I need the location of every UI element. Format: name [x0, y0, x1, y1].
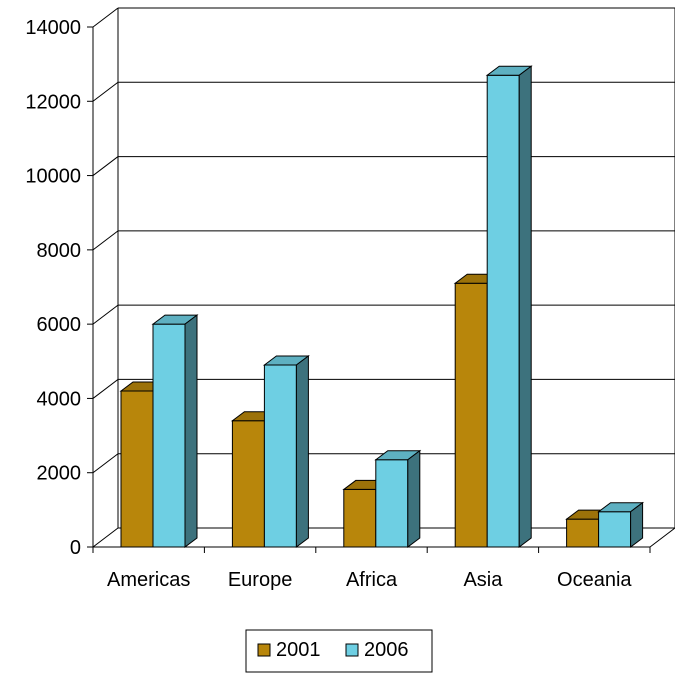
bar-2001-Africa [343, 488, 377, 548]
legend-swatch-2006 [345, 643, 359, 657]
side-wall [93, 8, 118, 547]
legend-label-2001: 2001 [276, 639, 321, 661]
bar-2006-Europe [263, 364, 297, 548]
legend-box [245, 629, 433, 673]
y-tick-label: 10000 [25, 166, 81, 188]
gridline-slant [92, 453, 119, 474]
bar-side-2006-Asia [518, 65, 532, 548]
gridline-slant [92, 304, 119, 325]
bar-2006-Asia [486, 74, 520, 548]
y-tick-label: 14000 [25, 17, 81, 39]
legend: 2001 2006 [245, 629, 433, 673]
y-tick-label: 8000 [37, 240, 82, 262]
gridline-slant [92, 81, 119, 102]
bar-side-2006-Africa [407, 449, 421, 548]
bar-2001-Americas [120, 390, 154, 548]
gridline-slant [92, 230, 119, 251]
y-tick-label: 0 [70, 537, 81, 559]
gridline-slant [92, 527, 119, 548]
gridlines [92, 7, 675, 548]
gridline-slant [92, 156, 119, 176]
y-tick-label: 2000 [37, 463, 82, 485]
bar-2006-Africa [375, 459, 409, 548]
legend-swatch-2001 [257, 643, 271, 657]
bars [119, 65, 645, 548]
bar-2001-Oceania [566, 518, 600, 548]
floor-right-edge [649, 527, 675, 548]
y-tick-label: 6000 [37, 314, 82, 336]
bar-2001-Europe [231, 420, 265, 548]
x-category-label: Oceania [557, 569, 632, 591]
y-tick-label: 12000 [25, 91, 81, 113]
gridline-slant [92, 379, 119, 399]
axis-labels: 0 2000 4000 6000 8000 10000 12000 14000 Americas… [25, 17, 632, 591]
x-category-label: Asia [463, 569, 503, 591]
bar-side-2006-Americas [184, 314, 198, 548]
legend-label-2006: 2006 [364, 639, 409, 661]
bar-2001-Asia [454, 282, 488, 548]
y-tick-label: 4000 [37, 388, 82, 410]
gridline-slant [92, 7, 119, 28]
bar-side-2006-Oceania [630, 501, 644, 548]
x-category-label: Europe [228, 569, 293, 591]
bar-2006-Americas [152, 323, 186, 548]
bar-side-2006-Europe [295, 355, 309, 548]
x-category-label: Africa [346, 569, 398, 591]
x-category-label: Americas [107, 569, 190, 591]
bar-2006-Oceania [598, 511, 632, 548]
